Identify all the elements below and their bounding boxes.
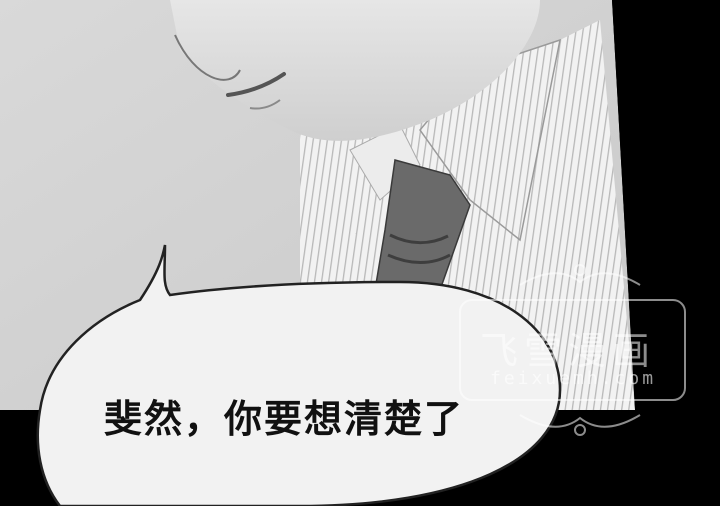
watermark-brand: 飞雪漫画: [480, 329, 657, 373]
face: [170, 0, 540, 141]
watermark-url: feixuemh.com: [490, 368, 657, 389]
mouth: [226, 72, 286, 97]
dialogue-text: 斐然，你要想清楚了: [104, 397, 465, 441]
speech-bubble: [36, 244, 562, 506]
nose: [174, 34, 241, 81]
watermark-frame: [459, 264, 686, 436]
